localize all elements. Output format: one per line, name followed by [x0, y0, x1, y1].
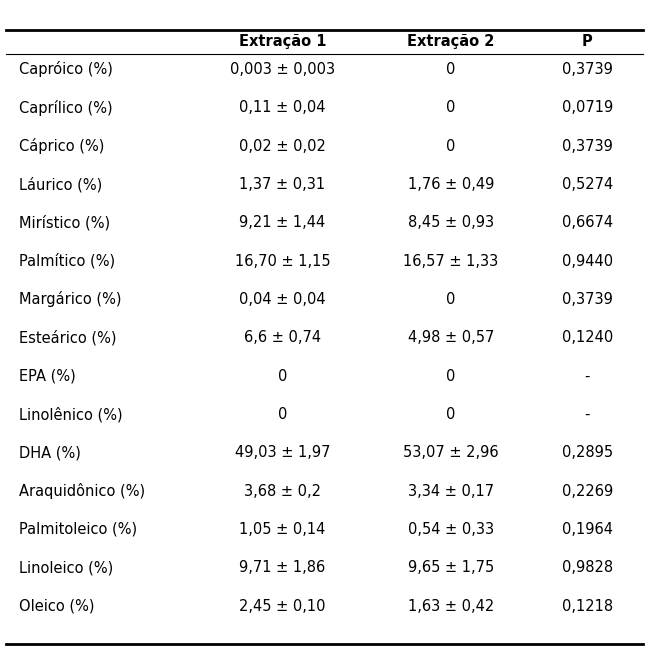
Text: Palmitoleico (%): Palmitoleico (%) — [19, 522, 138, 537]
Text: 0: 0 — [278, 407, 287, 422]
Text: 49,03 ± 1,97: 49,03 ± 1,97 — [234, 446, 330, 460]
Text: Láurico (%): Láurico (%) — [19, 176, 103, 192]
Text: 16,57 ± 1,33: 16,57 ± 1,33 — [404, 254, 498, 268]
Text: 0,54 ± 0,33: 0,54 ± 0,33 — [408, 522, 494, 537]
Text: 1,63 ± 0,42: 1,63 ± 0,42 — [408, 599, 494, 613]
Text: 1,05 ± 0,14: 1,05 ± 0,14 — [239, 522, 326, 537]
Text: 2,45 ± 0,10: 2,45 ± 0,10 — [239, 599, 326, 613]
Text: EPA (%): EPA (%) — [19, 369, 76, 383]
Text: P: P — [582, 34, 593, 50]
Text: Margárico (%): Margárico (%) — [19, 292, 122, 307]
Text: Palmítico (%): Palmítico (%) — [19, 253, 116, 269]
Text: 0,3739: 0,3739 — [562, 62, 613, 77]
Text: 53,07 ± 2,96: 53,07 ± 2,96 — [403, 446, 499, 460]
Text: 9,71 ± 1,86: 9,71 ± 1,86 — [239, 561, 325, 575]
Text: 0: 0 — [278, 369, 287, 383]
Text: 6,6 ± 0,74: 6,6 ± 0,74 — [244, 330, 321, 345]
Text: 0,1218: 0,1218 — [562, 599, 613, 613]
Text: 0,1964: 0,1964 — [562, 522, 613, 537]
Text: 0: 0 — [447, 100, 456, 115]
Text: Araquidônico (%): Araquidônico (%) — [19, 483, 145, 499]
Text: Mirístico (%): Mirístico (%) — [19, 215, 110, 231]
Text: Extração 1: Extração 1 — [239, 34, 326, 50]
Text: 0,2269: 0,2269 — [562, 484, 613, 498]
Text: 1,37 ± 0,31: 1,37 ± 0,31 — [239, 177, 325, 192]
Text: Caprílico (%): Caprílico (%) — [19, 100, 113, 116]
Text: 9,21 ± 1,44: 9,21 ± 1,44 — [239, 215, 325, 230]
Text: 0,003 ± 0,003: 0,003 ± 0,003 — [230, 62, 335, 77]
Text: -: - — [585, 407, 590, 422]
Text: Capróico (%): Capróico (%) — [19, 61, 114, 77]
Text: 0,5274: 0,5274 — [562, 177, 613, 192]
Text: 0: 0 — [447, 139, 456, 153]
Text: 0: 0 — [447, 369, 456, 383]
Text: 0,0719: 0,0719 — [562, 100, 613, 115]
Text: 0: 0 — [447, 407, 456, 422]
Text: DHA (%): DHA (%) — [19, 446, 81, 460]
Text: 3,34 ± 0,17: 3,34 ± 0,17 — [408, 484, 494, 498]
Text: 0,9440: 0,9440 — [562, 254, 613, 268]
Text: 3,68 ± 0,2: 3,68 ± 0,2 — [244, 484, 321, 498]
Text: Esteárico (%): Esteárico (%) — [19, 330, 117, 346]
Text: Cáprico (%): Cáprico (%) — [19, 138, 105, 154]
Text: 8,45 ± 0,93: 8,45 ± 0,93 — [408, 215, 494, 230]
Text: 0,2895: 0,2895 — [562, 446, 613, 460]
Text: 0,11 ± 0,04: 0,11 ± 0,04 — [239, 100, 326, 115]
Text: Oleico (%): Oleico (%) — [19, 599, 95, 613]
Text: 0,3739: 0,3739 — [562, 292, 613, 307]
Text: 0,3739: 0,3739 — [562, 139, 613, 153]
Text: Linoleico (%): Linoleico (%) — [19, 561, 114, 575]
Text: -: - — [585, 369, 590, 383]
Text: 0,6674: 0,6674 — [562, 215, 613, 230]
Text: 0: 0 — [447, 292, 456, 307]
Text: 1,76 ± 0,49: 1,76 ± 0,49 — [408, 177, 495, 192]
Text: 16,70 ± 1,15: 16,70 ± 1,15 — [234, 254, 330, 268]
Text: 4,98 ± 0,57: 4,98 ± 0,57 — [408, 330, 495, 345]
Text: 0: 0 — [447, 62, 456, 77]
Text: 9,65 ± 1,75: 9,65 ± 1,75 — [408, 561, 494, 575]
Text: 0,04 ± 0,04: 0,04 ± 0,04 — [239, 292, 326, 307]
Text: Linolênico (%): Linolênico (%) — [19, 407, 123, 422]
Text: 0,02 ± 0,02: 0,02 ± 0,02 — [239, 139, 326, 153]
Text: Extração 2: Extração 2 — [408, 34, 495, 50]
Text: 0,9828: 0,9828 — [562, 561, 613, 575]
Text: 0,1240: 0,1240 — [562, 330, 613, 345]
